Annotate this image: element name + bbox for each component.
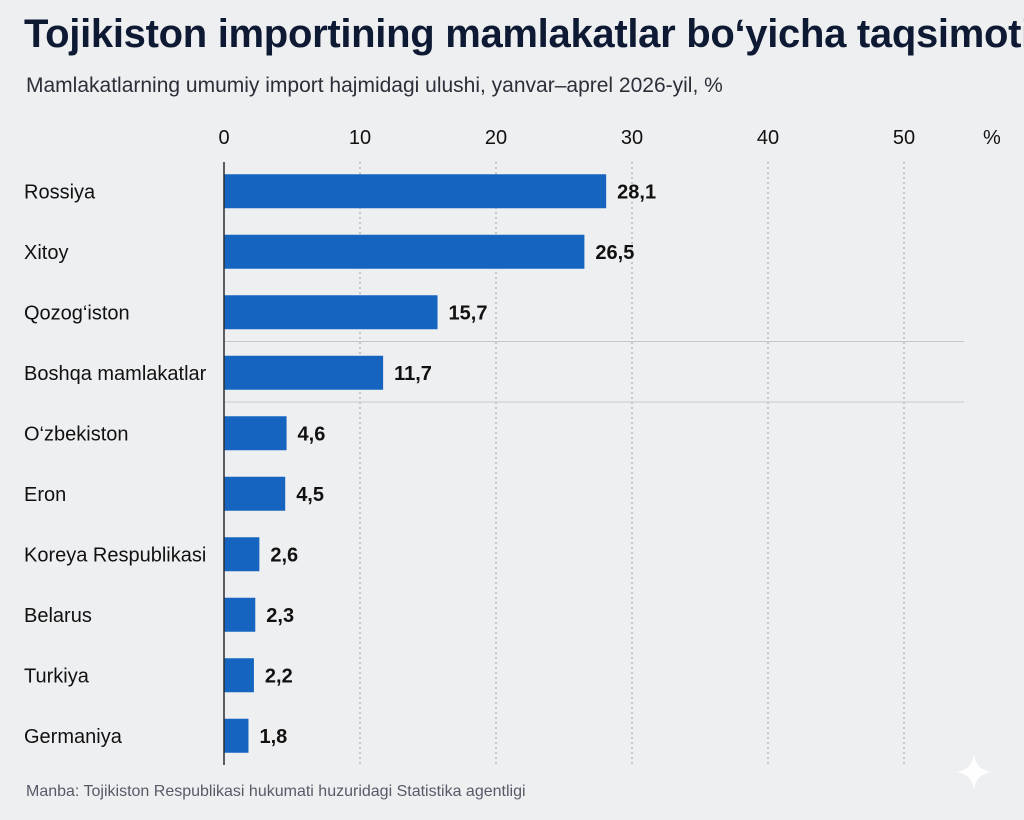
value-label: 11,7: [394, 363, 432, 385]
value-label: 2,2: [265, 665, 293, 687]
bar: [224, 295, 438, 330]
category-label: Boshqa mamlakatlar: [24, 363, 207, 385]
bar-chart: 0 10 20 30 40 50 % Rossiya 28,1 Xitoy 26,5 Qozog‘is…: [24, 127, 1001, 765]
value-label: 15,7: [449, 302, 488, 324]
chart-title: Tojikiston importining mamlakatlar bo‘yi…: [24, 12, 1024, 56]
category-label: Eron: [24, 484, 66, 506]
bar: [224, 355, 384, 390]
category-label: Rossiya: [24, 181, 96, 203]
source-note: Manba: Tojikiston Respublikasi hukumati …: [26, 783, 526, 800]
category-label: O‘zbekiston: [24, 423, 129, 445]
x-unit-label: %: [983, 127, 1001, 149]
value-label: 26,5: [595, 242, 634, 264]
category-label: Germaniya: [24, 726, 123, 748]
category-label: Qozog‘iston: [24, 302, 130, 324]
value-label: 4,6: [298, 423, 326, 445]
x-tick-label: 50: [893, 127, 915, 149]
x-tick-label: 40: [757, 127, 779, 149]
value-label: 1,8: [259, 726, 287, 748]
value-label: 2,3: [266, 605, 294, 627]
bar: [224, 234, 585, 269]
bar: [224, 174, 607, 209]
x-tick-label: 20: [485, 127, 507, 149]
value-label: 28,1: [617, 181, 656, 203]
bar: [224, 658, 254, 693]
category-label: Koreya Respublikasi: [24, 544, 206, 566]
bar: [224, 718, 249, 753]
category-label: Turkiya: [24, 665, 90, 687]
bar: [224, 597, 256, 632]
bar: [224, 537, 260, 572]
category-label: Belarus: [24, 605, 92, 627]
chart-subtitle: Mamlakatlarning umumiy import hajmidagi …: [26, 74, 723, 97]
x-tick-label: 0: [218, 127, 229, 149]
bar: [224, 476, 286, 511]
x-tick-label: 30: [621, 127, 643, 149]
value-label: 2,6: [270, 544, 298, 566]
value-label: 4,5: [296, 484, 324, 506]
category-label: Xitoy: [24, 242, 68, 264]
bar: [224, 416, 287, 451]
sparkle-icon: [956, 754, 992, 790]
x-tick-label: 10: [349, 127, 371, 149]
